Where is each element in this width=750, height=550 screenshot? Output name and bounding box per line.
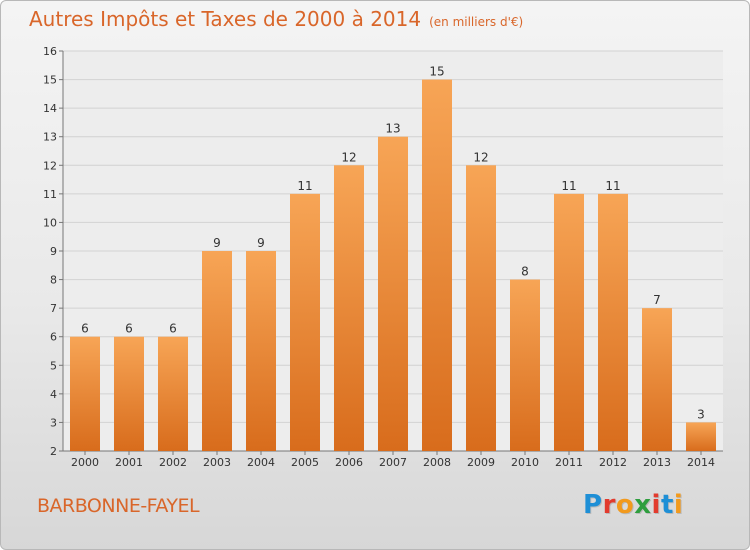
x-tick-label: 2006 xyxy=(335,456,363,469)
bar-2003 xyxy=(202,251,232,451)
logo-letter: x xyxy=(634,490,652,520)
y-tick-label: 4 xyxy=(50,388,57,401)
bar-value-label: 11 xyxy=(561,179,576,193)
bar-2013 xyxy=(642,308,672,451)
bar-2002 xyxy=(158,336,188,451)
bar-2005 xyxy=(290,193,320,451)
x-tick-label: 2004 xyxy=(247,456,275,469)
x-tick-label: 2005 xyxy=(291,456,319,469)
bar-value-label: 13 xyxy=(385,122,400,136)
y-tick-label: 6 xyxy=(50,331,57,344)
y-tick-label: 8 xyxy=(50,274,57,287)
y-tick-label: 2 xyxy=(50,445,57,458)
chart-unit: (en milliers d'€) xyxy=(429,15,524,29)
logo-letter: o xyxy=(615,490,635,520)
x-tick-label: 2001 xyxy=(115,456,143,469)
bar-2008 xyxy=(422,79,452,452)
x-tick-label: 2002 xyxy=(159,456,187,469)
bar-value-label: 12 xyxy=(473,150,488,164)
bar-value-label: 15 xyxy=(429,65,444,79)
x-tick-label: 2013 xyxy=(643,456,671,469)
y-tick-label: 9 xyxy=(50,245,57,258)
bar-value-label: 6 xyxy=(125,322,133,336)
bar-2012 xyxy=(598,193,628,451)
bar-2006 xyxy=(334,165,364,452)
x-tick-label: 2010 xyxy=(511,456,539,469)
x-tick-label: 2011 xyxy=(555,456,583,469)
y-tick-label: 13 xyxy=(43,131,57,144)
bar-value-label: 8 xyxy=(521,265,529,279)
bar-value-label: 12 xyxy=(341,150,356,164)
bar-2004 xyxy=(246,251,276,451)
bar-value-label: 9 xyxy=(257,236,265,250)
y-tick-label: 5 xyxy=(50,359,57,372)
x-tick-label: 2003 xyxy=(203,456,231,469)
logo-letter: i xyxy=(673,490,684,520)
bar-value-label: 7 xyxy=(653,293,661,307)
y-tick-label: 12 xyxy=(43,159,57,172)
bar-value-label: 6 xyxy=(81,322,89,336)
x-tick-label: 2012 xyxy=(599,456,627,469)
x-tick-label: 2008 xyxy=(423,456,451,469)
bar-value-label: 6 xyxy=(169,322,177,336)
bar-value-label: 11 xyxy=(297,179,312,193)
bar-value-label: 3 xyxy=(697,407,705,421)
x-tick-label: 2009 xyxy=(467,456,495,469)
logo-letter: i xyxy=(651,490,661,520)
logo-letter: P xyxy=(583,490,603,520)
bar-2000 xyxy=(70,336,100,451)
bar-2001 xyxy=(114,336,144,451)
y-tick-label: 7 xyxy=(50,302,57,315)
y-tick-label: 15 xyxy=(43,74,57,87)
x-tick-label: 2014 xyxy=(687,456,715,469)
y-tick-label: 16 xyxy=(43,45,57,58)
bar-2007 xyxy=(378,136,408,451)
bar-value-label: 11 xyxy=(605,179,620,193)
chart-title: Autres Impôts et Taxes de 2000 à 2014 (en… xyxy=(29,7,523,31)
y-tick-label: 11 xyxy=(43,188,57,201)
y-tick-label: 10 xyxy=(43,216,57,229)
bar-2014 xyxy=(686,422,716,451)
place-name: BARBONNE-FAYEL xyxy=(37,495,200,517)
y-tick-label: 14 xyxy=(43,102,57,115)
chart-title-text: Autres Impôts et Taxes de 2000 à 2014 xyxy=(29,7,422,31)
bar-2011 xyxy=(554,193,584,451)
bar-2010 xyxy=(510,279,540,451)
bar-2009 xyxy=(466,165,496,452)
proxiti-logo[interactable]: Proxiti xyxy=(583,490,683,520)
y-tick-label: 3 xyxy=(50,416,57,429)
x-tick-label: 2000 xyxy=(71,456,99,469)
x-tick-label: 2007 xyxy=(379,456,407,469)
bar-value-label: 9 xyxy=(213,236,221,250)
logo-letter: r xyxy=(602,490,616,520)
logo-letter: t xyxy=(660,490,674,520)
